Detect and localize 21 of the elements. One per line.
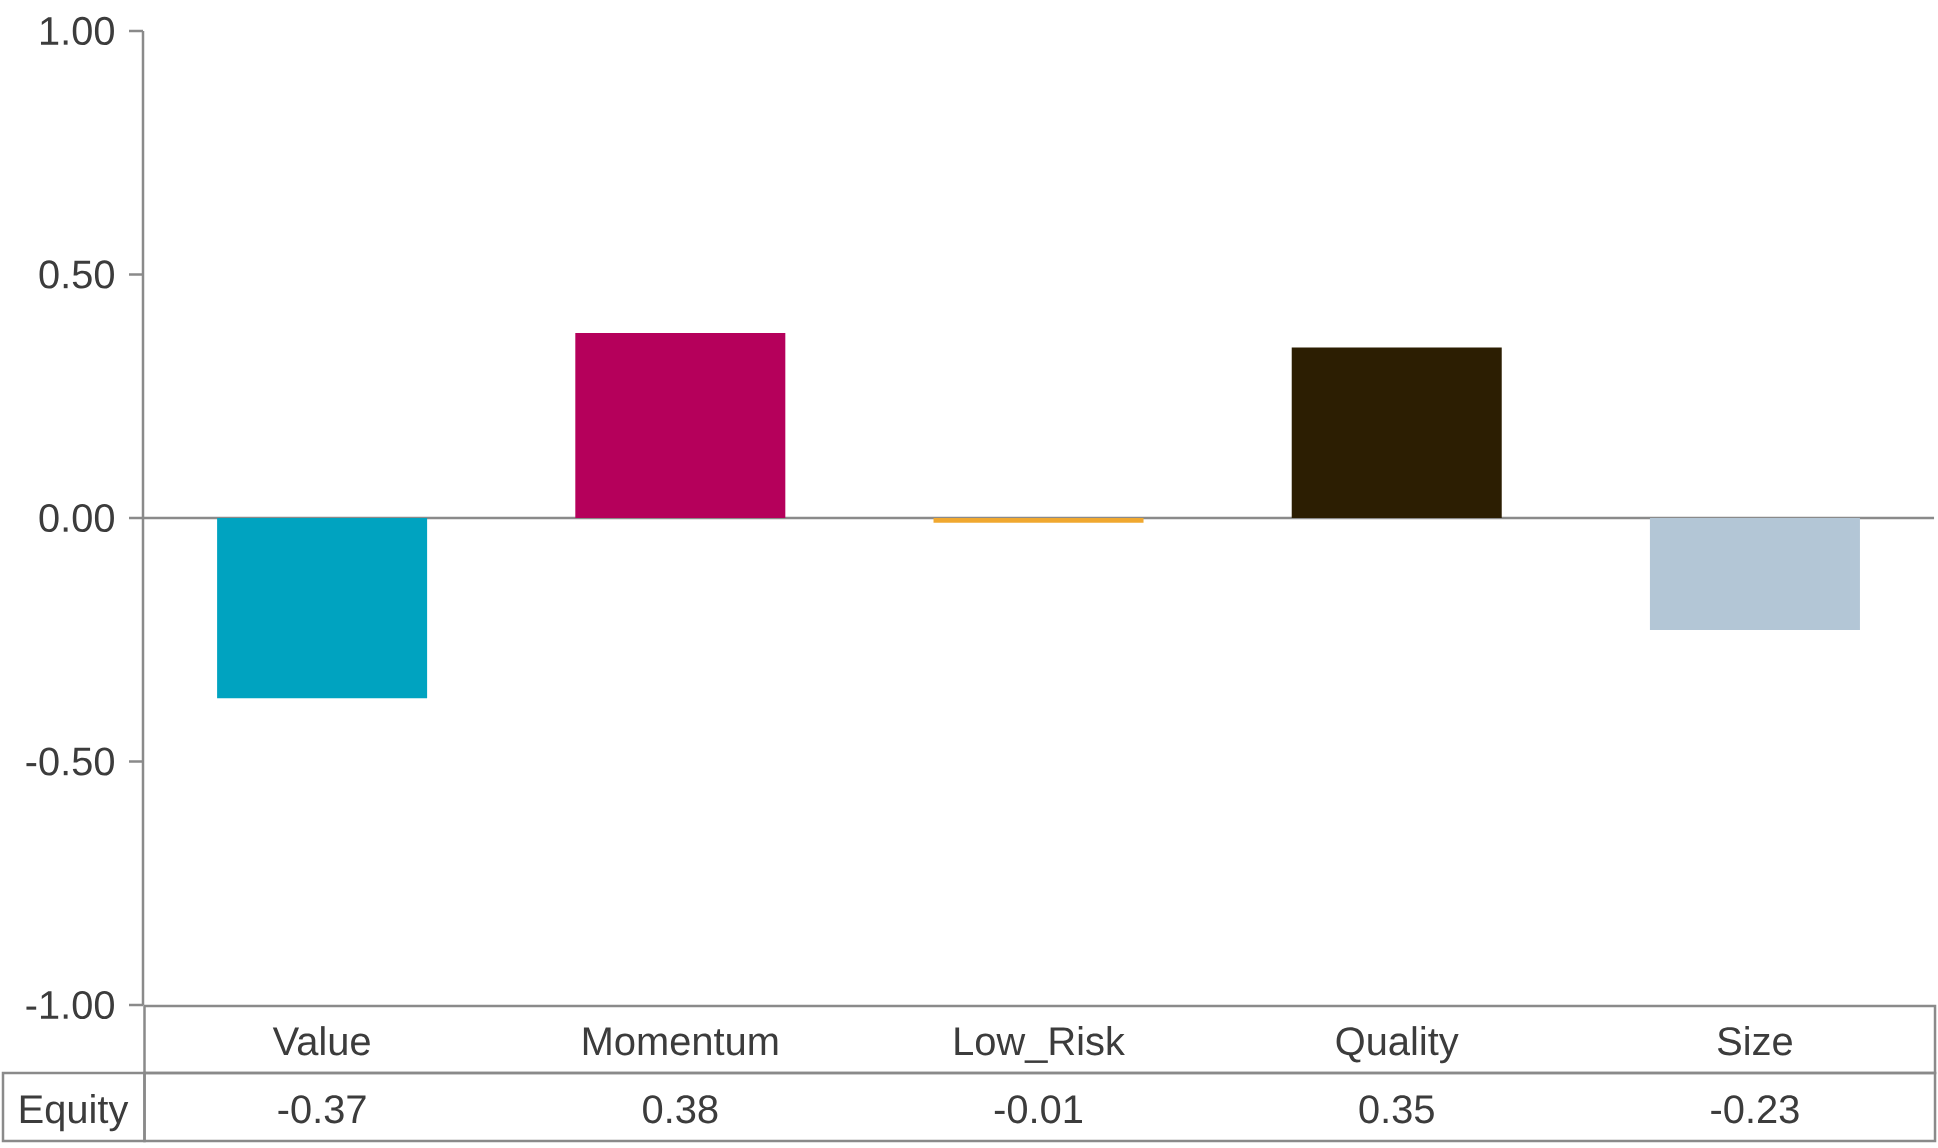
y-tick-label: -0.50 bbox=[26, 747, 114, 776]
y-tick-label: 1.00 bbox=[40, 16, 114, 46]
bar bbox=[575, 332, 786, 518]
x-tick-label: Quality bbox=[1336, 1026, 1459, 1064]
data-label: 0.35 bbox=[1359, 1095, 1434, 1124]
bar bbox=[1649, 517, 1860, 630]
data-label: -0.37 bbox=[278, 1095, 366, 1124]
x-tick-label: Size bbox=[1717, 1026, 1792, 1056]
data-label: -0.01 bbox=[994, 1095, 1082, 1124]
data-label: -0.23 bbox=[1711, 1095, 1799, 1124]
bar bbox=[933, 517, 1144, 523]
x-tick-label: Low_Risk bbox=[955, 1026, 1125, 1063]
y-tick-label: -1.00 bbox=[26, 990, 114, 1020]
data-label: 0.38 bbox=[643, 1095, 718, 1124]
bar bbox=[217, 517, 428, 699]
y-tick-label: 0.50 bbox=[39, 260, 114, 289]
x-tick-label: Value bbox=[272, 1026, 370, 1056]
text: Equity bbox=[20, 1094, 129, 1132]
bar bbox=[1291, 347, 1502, 518]
y-tick-label: 0.00 bbox=[39, 503, 114, 533]
x-tick-label: Momentum bbox=[583, 1027, 778, 1056]
